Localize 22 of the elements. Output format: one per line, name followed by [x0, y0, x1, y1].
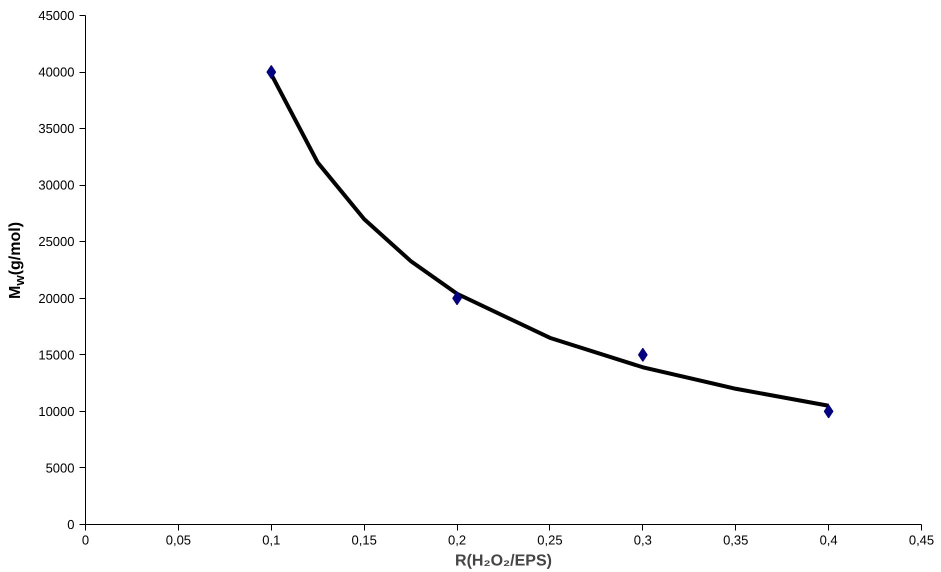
x-axis-title: R(H₂O₂/EPS)	[455, 552, 552, 570]
y-tick-label: 45000	[38, 8, 75, 23]
y-tick-label: 0	[67, 517, 75, 532]
x-tick-label: 0,35	[723, 532, 748, 548]
y-tick-label: 20000	[38, 290, 75, 306]
y-tick-label: 25000	[38, 234, 75, 250]
point	[266, 65, 276, 80]
y-tick-label: 5000	[46, 460, 74, 476]
x-tick-label: 0,05	[166, 532, 192, 548]
x-tick-label: 0	[82, 532, 90, 548]
x-tick-label: 0,15	[352, 532, 377, 548]
x-tick-label: 0,1	[262, 532, 280, 548]
x-tick-label: 0,4	[820, 532, 838, 548]
x-tick-label: 0,45	[908, 532, 934, 548]
x-tick-label: 0,3	[634, 532, 652, 548]
y-tick-label: 10000	[38, 404, 75, 419]
x-tick-label: 0,2	[448, 532, 466, 548]
y-tick-label: 15000	[38, 347, 75, 362]
y-tick-label: 30000	[38, 178, 75, 193]
y-tick-label: 35000	[38, 121, 75, 136]
x-tick-label: 0,25	[537, 532, 563, 548]
y-tick-label: 40000	[38, 64, 75, 80]
